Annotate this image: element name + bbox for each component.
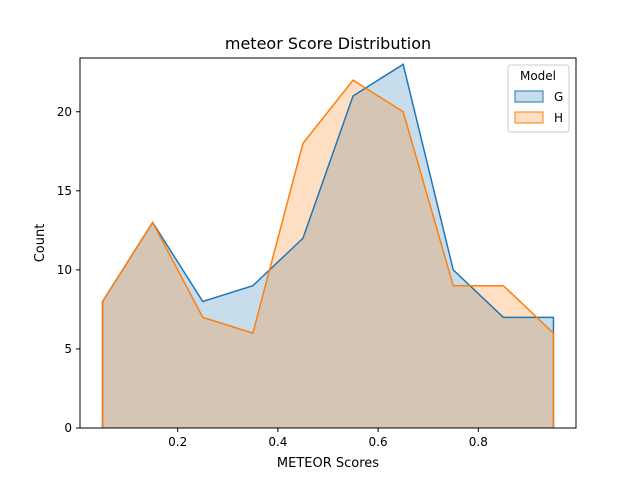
legend-box [507,64,570,133]
legend-swatch-G [514,90,544,103]
y-tick-label: 5 [64,342,72,356]
chart-title: meteor Score Distribution [225,34,431,53]
y-tick-label: 0 [64,421,72,435]
legend-swatch-H [514,111,544,124]
series-area-H [102,80,554,428]
legend-label-G: G [554,90,563,104]
chart-marks [101,63,555,428]
x-axis: 0.2 0.4 0.6 0.8 [168,428,488,449]
x-axis-label: METEOR Scores [277,456,379,471]
legend-items: GH [514,90,563,125]
legend-title: Model [520,69,556,83]
plot-frame [79,57,577,429]
x-tick-label: 0.8 [469,435,488,449]
series-line-H [101,79,555,428]
y-tick-label: 10 [57,263,72,277]
y-tick-label: 15 [57,184,72,198]
x-tick-label: 0.6 [369,435,388,449]
y-tick-label: 20 [57,105,72,119]
series-area-G [102,64,554,428]
y-axis: 0 5 10 15 20 [57,105,80,435]
legend: Model GH [507,64,570,133]
x-tick-label: 0.2 [168,435,187,449]
x-tick-label: 0.4 [268,435,287,449]
legend-label-H: H [554,111,563,125]
y-axis-label: Count [33,224,48,263]
